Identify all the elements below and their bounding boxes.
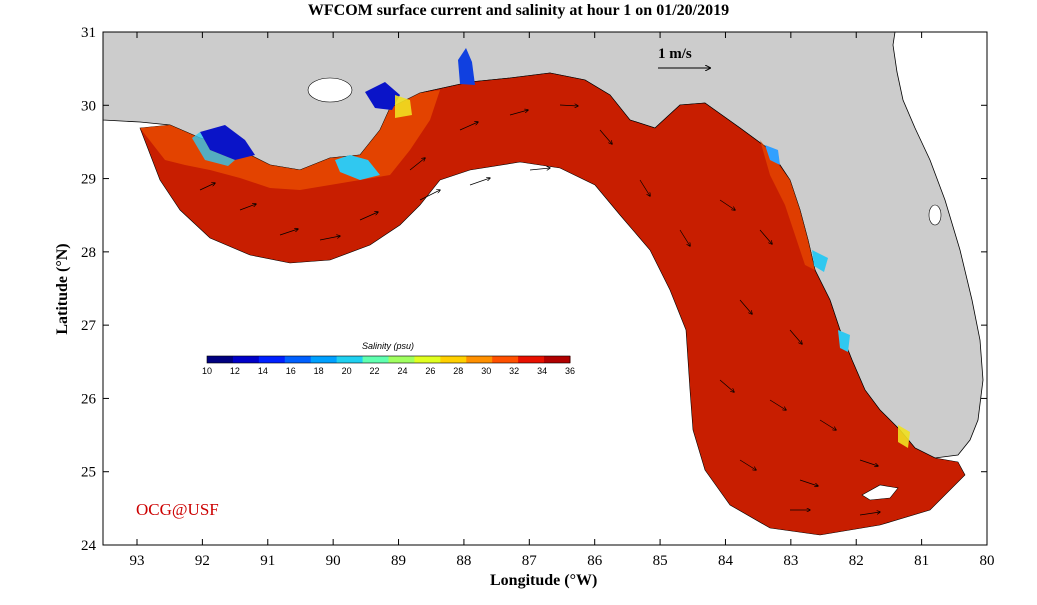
- y-tick-label: 28: [81, 245, 96, 261]
- low-salinity-patch-mobile: [458, 48, 475, 85]
- low-salinity-patch-bigbend: [765, 145, 780, 165]
- colorbar-border: [206, 355, 571, 364]
- colorbar-swatch: [466, 356, 493, 363]
- x-tick-label: 83: [783, 553, 798, 569]
- y-tick-label: 30: [81, 98, 96, 114]
- current-vectors: [199, 105, 880, 516]
- colorbar-tick-label: 10: [202, 366, 212, 376]
- colorbar-title: Salinity (psu): [362, 341, 414, 351]
- colorbar-tick-label: 18: [314, 366, 324, 376]
- y-tick-label: 24: [81, 538, 97, 554]
- colorbar-swatch: [544, 356, 571, 363]
- y-axis-ticks: 24 25 26 27 28 29 30 31: [81, 25, 987, 554]
- low-salinity-patch-miss: [365, 82, 400, 110]
- colorbar-swatch: [492, 356, 519, 363]
- colorbar-swatch: [232, 356, 260, 363]
- colorbar-swatch: [440, 356, 467, 363]
- x-tick-label: 88: [456, 553, 471, 569]
- x-tick-label: 93: [130, 553, 145, 569]
- low-salinity-patch-sw: [898, 425, 910, 448]
- x-tick-label: 82: [849, 553, 864, 569]
- colorbar-tick-label: 20: [342, 366, 352, 376]
- colorbar-swatch: [518, 356, 545, 363]
- x-tick-label: 92: [195, 553, 210, 569]
- keys-island: [861, 484, 899, 501]
- colorbar-swatch: [336, 356, 364, 363]
- y-tick-label: 26: [81, 391, 97, 407]
- scale-arrow-label: 1 m/s: [658, 46, 692, 62]
- y-tick-label: 27: [81, 318, 97, 334]
- watermark: OCG@USF: [136, 500, 219, 519]
- x-tick-label: 84: [718, 553, 734, 569]
- x-tick-label: 89: [391, 553, 406, 569]
- salinity-colorbar: 10 12 14 16 18 20 22 24 26 28 30 32 34 36: [202, 355, 575, 376]
- florida-coastal-band: [760, 140, 815, 270]
- x-tick-label: 90: [326, 553, 341, 569]
- y-tick-label: 31: [81, 25, 96, 41]
- map-frame: [102, 31, 988, 546]
- colorbar-tick-label: 34: [537, 366, 547, 376]
- y-tick-label: 25: [81, 465, 96, 481]
- colorbar-swatch: [362, 356, 389, 363]
- x-axis-ticks: 93 92 91 90 89 88 87 86 85 84 83 82 81 80: [130, 32, 995, 569]
- colorbar-tick-label: 26: [425, 366, 435, 376]
- colorbar-tick-label: 22: [370, 366, 380, 376]
- lake-2: [307, 77, 353, 103]
- colorbar-tick-label: 30: [481, 366, 491, 376]
- x-tick-label: 85: [653, 553, 668, 569]
- colorbar-swatch: [388, 356, 415, 363]
- colorbar-tick-label: 28: [453, 366, 463, 376]
- y-axis-label: Latitude (°N): [54, 243, 71, 335]
- colorbar-tick-label: 24: [397, 366, 407, 376]
- x-tick-label: 87: [522, 553, 538, 569]
- colorbar-tick-label: 14: [258, 366, 268, 376]
- x-tick-label: 86: [587, 553, 603, 569]
- colorbar-swatch: [258, 356, 286, 363]
- low-salinity-patch-mid: [335, 155, 380, 180]
- colorbar-swatch: [284, 356, 312, 363]
- colorbar-tick-label: 16: [286, 366, 296, 376]
- x-tick-label: 91: [260, 553, 275, 569]
- colorbar-tick-label: 36: [565, 366, 575, 376]
- colorbar-swatch: [310, 356, 338, 363]
- colorbar-swatch: [414, 356, 441, 363]
- colorbar-tick-label: 32: [509, 366, 519, 376]
- low-salinity-patch-west-ring: [192, 132, 235, 166]
- colorbar-tick-label: 12: [230, 366, 240, 376]
- colorbar-swatch: [207, 356, 234, 363]
- y-tick-label: 29: [81, 172, 96, 188]
- map-title: WFCOM surface current and salinity at ho…: [307, 2, 730, 19]
- low-salinity-patch-miss-ring: [395, 95, 412, 118]
- x-tick-label: 80: [980, 553, 995, 569]
- x-tick-label: 81: [914, 553, 929, 569]
- x-axis-label: Longitude (°W): [490, 572, 598, 589]
- low-salinity-patch-tampa: [812, 250, 828, 272]
- low-salinity-patch-charlotte: [838, 330, 850, 352]
- low-salinity-patch-west: [200, 125, 255, 160]
- lake: [928, 204, 942, 226]
